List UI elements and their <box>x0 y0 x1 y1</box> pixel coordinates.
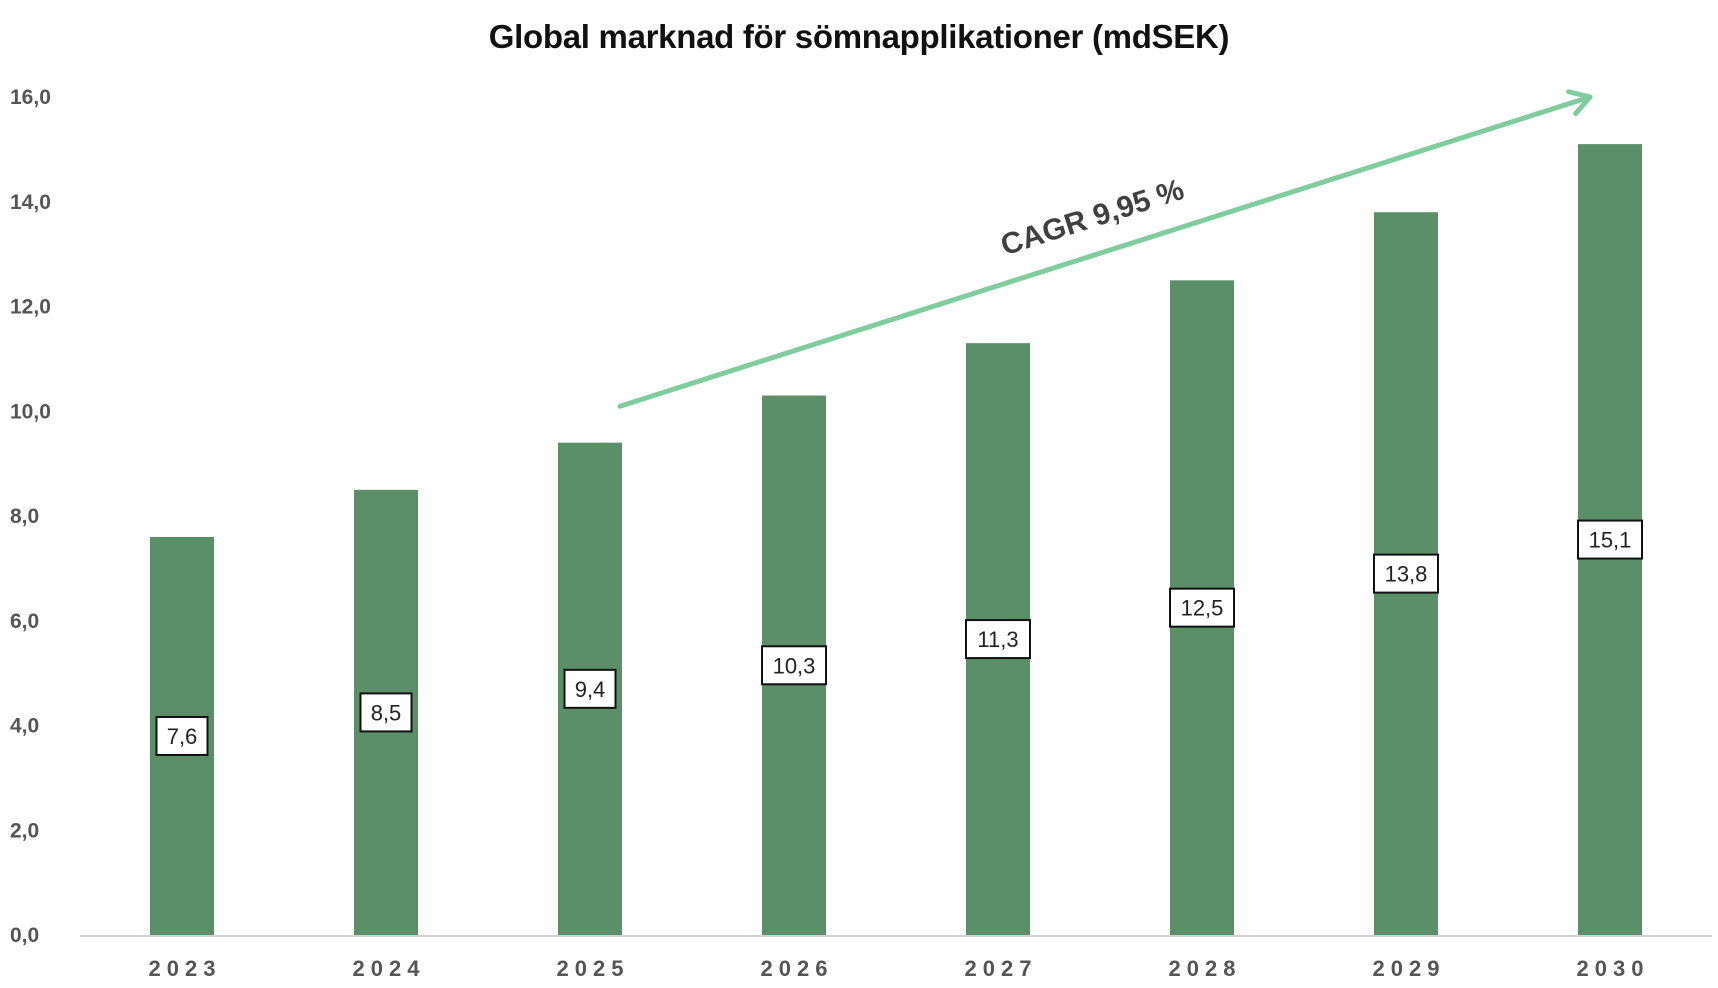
data-label-2029: 13,8 <box>1373 553 1439 594</box>
data-label-text: 8,5 <box>371 700 402 725</box>
data-label-2024: 8,5 <box>359 692 413 733</box>
data-label-box <box>1169 587 1235 628</box>
data-label-text: 7,6 <box>167 724 198 749</box>
y-tick-label: 8,0 <box>10 505 39 528</box>
bars <box>150 144 1642 936</box>
y-tick-label: 2,0 <box>10 819 39 842</box>
x-tick-label: 2027 <box>965 956 1038 981</box>
data-label-text: 13,8 <box>1385 562 1428 587</box>
data-label-box <box>761 645 827 686</box>
data-label-box <box>359 692 413 733</box>
data-label-text: 15,1 <box>1589 528 1632 553</box>
y-tick-label: 14,0 <box>10 191 51 214</box>
x-tick-label: 2025 <box>557 956 630 981</box>
y-tick-label: 6,0 <box>10 610 39 633</box>
data-label-box <box>1577 519 1643 560</box>
x-tick-label: 2023 <box>149 956 222 981</box>
cagr-label: CAGR 9,95 % <box>997 173 1188 262</box>
data-label-box <box>1373 553 1439 594</box>
data-label-text: 9,4 <box>575 677 606 702</box>
data-label-2025: 9,4 <box>563 668 617 709</box>
y-tick-label: 0,0 <box>10 924 39 947</box>
chart-title: Global marknad för sömnapplikationer (md… <box>488 18 1230 55</box>
data-label-box <box>965 619 1031 660</box>
data-label-box <box>563 668 617 709</box>
x-tick-label: 2026 <box>761 956 834 981</box>
y-tick-label: 10,0 <box>10 400 51 423</box>
cagr-annotation: CAGR 9,95 % <box>617 89 1593 409</box>
data-label-2027: 11,3 <box>965 619 1031 660</box>
x-tick-label: 2030 <box>1577 956 1650 981</box>
y-axis: 0,0 2,0 4,0 6,0 8,0 10,0 12,0 14,0 16,0 <box>10 86 51 947</box>
data-label-2023: 7,6 <box>155 715 209 756</box>
data-label-2028: 12,5 <box>1169 587 1235 628</box>
data-label-box <box>155 715 209 756</box>
data-label-text: 11,3 <box>977 627 1018 652</box>
cagr-arrow-head <box>1566 89 1593 117</box>
y-tick-label: 12,0 <box>10 296 51 319</box>
y-tick-label: 16,0 <box>10 86 51 109</box>
data-labels: 7,6 8,5 9,4 10,3 11,3 12,5 13,8 15,1 <box>155 519 1643 756</box>
x-tick-label: 2024 <box>353 956 426 981</box>
data-label-2030: 15,1 <box>1577 519 1643 560</box>
data-label-2026: 10,3 <box>761 645 827 686</box>
cagr-arrow-line <box>617 94 1593 409</box>
data-label-text: 12,5 <box>1181 596 1224 621</box>
x-axis: 2023 2024 2025 2026 2027 2028 2029 2030 <box>149 956 1650 981</box>
x-tick-label: 2028 <box>1169 956 1242 981</box>
y-tick-label: 4,0 <box>10 715 39 738</box>
data-label-text: 10,3 <box>773 653 816 678</box>
x-tick-label: 2029 <box>1373 956 1446 981</box>
